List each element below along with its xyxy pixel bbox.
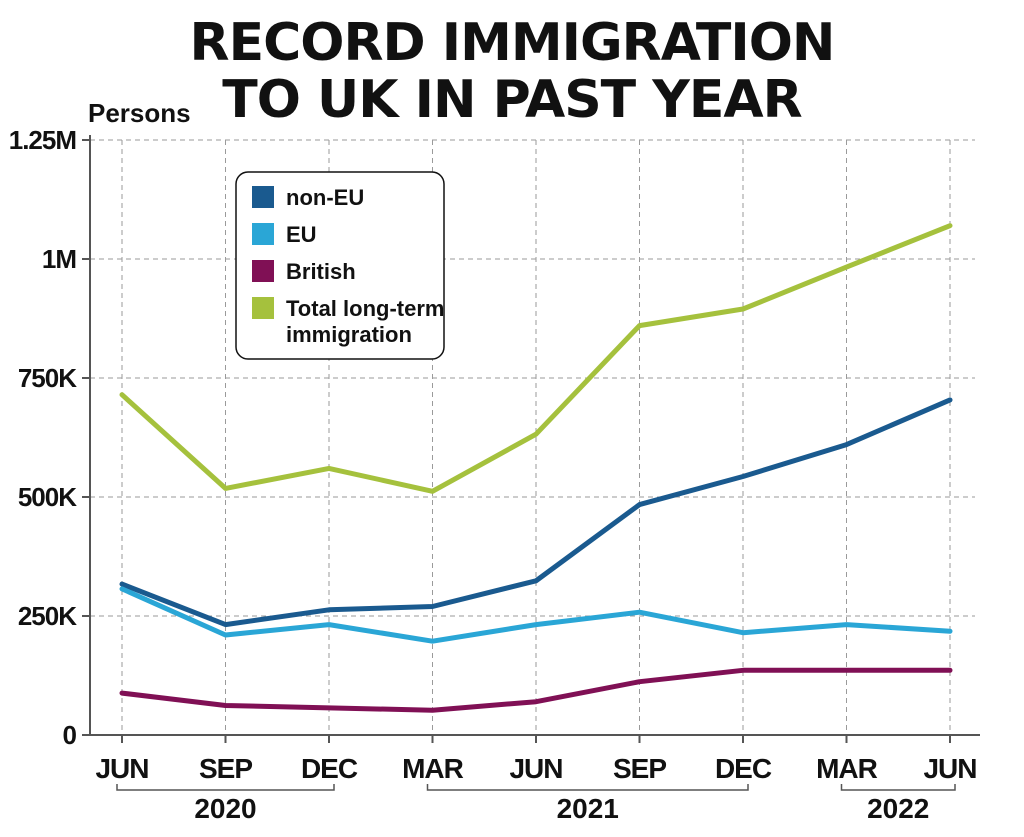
year-label: 2020 bbox=[194, 793, 256, 824]
x-tick-label: DEC bbox=[715, 753, 772, 784]
x-tick-label: JUN bbox=[509, 753, 562, 784]
x-tick-label: SEP bbox=[613, 753, 666, 784]
x-tick-label: JUN bbox=[95, 753, 148, 784]
legend-swatch-eu bbox=[252, 223, 274, 245]
series-line-eu bbox=[119, 586, 953, 644]
x-tick-label: MAR bbox=[402, 753, 464, 784]
x-tick-label: SEP bbox=[199, 753, 252, 784]
y-tick-label: 1M bbox=[42, 244, 76, 274]
year-label: 2021 bbox=[557, 793, 619, 824]
y-tick-label: 0 bbox=[63, 720, 77, 750]
y-axis-label: Persons bbox=[88, 98, 191, 128]
chart-title-line-2: TO UK IN PAST YEAR bbox=[222, 70, 801, 130]
legend: non-EU EU British Total long-termimmigratio… bbox=[235, 171, 445, 360]
year-bracket bbox=[426, 784, 749, 791]
series-lines bbox=[119, 223, 953, 713]
y-tick-label: 1.25M bbox=[9, 125, 76, 155]
legend-label-total-long-term-immigration: Total long-term bbox=[286, 296, 444, 321]
legend-swatch-british bbox=[252, 260, 274, 282]
axes: 0 250K 500K 750K 1M 1.25M JUN SEP DEC MAR JUN SEP DE… bbox=[9, 125, 980, 784]
y-tick-label: 750K bbox=[18, 363, 77, 393]
legend-label-non-eu: non-EU bbox=[286, 185, 364, 210]
chart-title-line-1: RECORD IMMIGRATION bbox=[190, 13, 835, 73]
year-bracket bbox=[840, 784, 956, 791]
x-tick-label: MAR bbox=[816, 753, 878, 784]
year-groups: 2020 2021 2022 bbox=[116, 784, 956, 824]
legend-label-total-long-term-immigration: immigration bbox=[286, 322, 412, 347]
y-tick-label: 250K bbox=[18, 601, 77, 631]
legend-label-eu: EU bbox=[286, 222, 317, 247]
x-tick-label: DEC bbox=[301, 753, 358, 784]
legend-swatch-non-eu bbox=[252, 186, 274, 208]
y-tick-label: 500K bbox=[18, 482, 77, 512]
legend-box bbox=[235, 171, 445, 360]
legend-swatch-total-long-term-immigration bbox=[252, 297, 274, 319]
x-tick-label: JUN bbox=[923, 753, 976, 784]
year-label: 2022 bbox=[867, 793, 929, 824]
year-bracket bbox=[116, 784, 335, 791]
series-line-british bbox=[119, 667, 953, 713]
legend-label-british: British bbox=[286, 259, 356, 284]
series-line-non-eu bbox=[119, 397, 953, 628]
series-line-total-long-term-immigration bbox=[119, 223, 953, 494]
